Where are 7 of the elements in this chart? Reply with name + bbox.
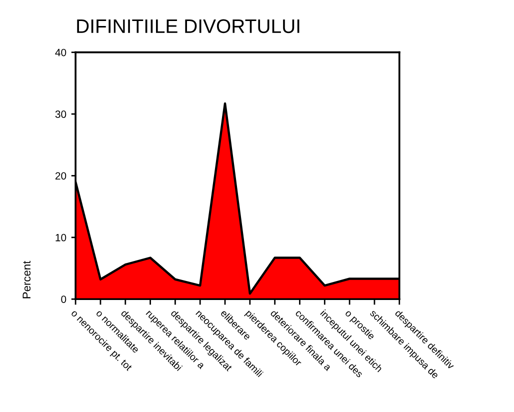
chart-title: DIFINITIILE DIVORTULUI — [77, 19, 300, 34]
y-tick-label: 40 — [55, 48, 66, 56]
y-tick-label: 30 — [55, 110, 66, 118]
y-tick-label: 0 — [61, 296, 66, 303]
y-tick-label: 10 — [56, 234, 66, 242]
y-axis-title: Percent — [22, 260, 31, 298]
y-tick-label: 20 — [55, 172, 66, 180]
